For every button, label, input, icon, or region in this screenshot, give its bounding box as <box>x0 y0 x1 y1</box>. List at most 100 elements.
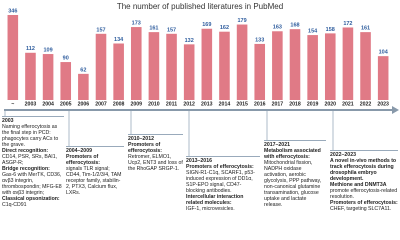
x-tick-label: 2023 <box>377 101 389 107</box>
x-tick-label: 2010 <box>148 101 160 107</box>
value-label: 161 <box>149 26 158 32</box>
bar <box>219 31 230 101</box>
box-heading: 2013–2016 <box>186 158 212 164</box>
x-tick-label: 2017 <box>272 101 284 107</box>
box-heading: 2010–2012 <box>128 136 154 142</box>
bar <box>289 29 301 100</box>
box-text: Naming efferocytosis as the final step i… <box>2 124 59 148</box>
x-tick-label: 2016 <box>254 101 266 107</box>
bar <box>236 24 248 100</box>
value-label: 90 <box>63 56 69 62</box>
bar <box>166 33 177 100</box>
bar <box>377 56 389 100</box>
value-label: 157 <box>167 27 176 33</box>
box-heading: 2003 <box>2 118 14 124</box>
value-label: 112 <box>26 46 35 52</box>
value-label: 104 <box>379 50 389 56</box>
bar <box>130 27 142 100</box>
bar <box>272 31 283 101</box>
bar <box>360 32 371 100</box>
x-tick-label: 2006 <box>78 101 90 107</box>
value-label: 179 <box>237 18 246 24</box>
bar <box>95 33 107 100</box>
bar <box>7 15 19 101</box>
value-label: 163 <box>273 25 282 31</box>
box-heading: 2022–2023 <box>330 152 356 158</box>
box-heading: Methione and DNMT3A <box>330 182 387 188</box>
box-text: CD14, PSR, SRs, BAI1, ASGP-R; <box>2 154 58 166</box>
bar <box>307 35 318 101</box>
chart-title: The number of published literatures in P… <box>117 2 283 11</box>
bar <box>25 52 36 100</box>
value-label: 133 <box>255 37 264 43</box>
box-heading: Promoters of efferocytosis: <box>330 200 398 206</box>
bar <box>342 27 354 101</box>
box-text: CHEF, targeting SLC7A11. <box>330 206 392 212</box>
timeline-box: 2003 Naming efferocytosis as the final st… <box>2 116 64 208</box>
timeline-box: 2013–2016 Promoters of efferocytosis: SIGN… <box>186 156 260 212</box>
bar <box>60 62 72 100</box>
value-label: 346 <box>8 8 17 14</box>
bar <box>78 73 89 100</box>
box-text: C1q-CD91 <box>2 202 27 208</box>
box-heading: 2004–2009 <box>66 148 92 154</box>
bar <box>183 44 195 100</box>
value-label: 172 <box>343 21 352 27</box>
value-label: 173 <box>132 21 141 27</box>
value-label: 109 <box>43 47 52 53</box>
bar <box>201 28 213 101</box>
box-text: SIGN-R1-C1q, SCARF1, p53-induced express… <box>186 170 255 194</box>
x-tick-label: 2015 <box>236 101 248 107</box>
value-label: 134 <box>114 37 124 43</box>
box-text: Gas-6 with MerTK, CD36, αvβ3 integrin, t… <box>2 172 62 196</box>
box-text: promote efferocytosis-related resolution… <box>330 188 398 200</box>
box-heading: Promoters of efferocytosis: <box>186 164 254 170</box>
value-label: 168 <box>290 23 299 29</box>
bar <box>42 54 54 100</box>
x-tick-label: 2018 <box>289 101 301 107</box>
value-label: 169 <box>202 22 211 28</box>
x-tick-label: 2014 <box>219 101 231 107</box>
box-text: Retromer, ELMO1, Ucp2, ENT3 and loss of … <box>128 154 183 172</box>
value-label: 158 <box>326 27 335 33</box>
timeline-box: 2022–2023 A novel in-vivo methods to trac… <box>330 150 398 212</box>
box-text: Mitochondrial fission, NADPH oxidase act… <box>264 160 322 208</box>
box-text: signals TLR signal; CD44, Tim-1/2/3/4, T… <box>66 166 122 196</box>
x-tick-label: 2022 <box>360 101 372 107</box>
value-label: 157 <box>96 27 105 33</box>
timeline-arrow <box>392 106 399 114</box>
box-heading: Metabolism associated with efferocytosis… <box>264 148 321 160</box>
value-label: 161 <box>361 26 370 32</box>
x-tick-label: 2011 <box>166 101 177 107</box>
x-tick-label: 2020 <box>324 101 336 107</box>
box-heading: A novel in-vivo methods to track efferoc… <box>330 158 397 182</box>
x-tick-label: 2007 <box>95 101 107 107</box>
timeline-box: 2004–2009 Promoters of efferocytosis: sign… <box>66 146 124 196</box>
box-heading: Intercellular interaction related molecu… <box>186 194 244 206</box>
x-tick-label: 2021 <box>342 101 354 107</box>
x-tick-label: 2009 <box>130 101 142 107</box>
bar <box>324 33 336 100</box>
x-tick-label: ~ <box>11 101 14 107</box>
value-label: 132 <box>185 38 194 44</box>
box-text: IGF-1, microvesicles. <box>186 206 235 212</box>
box-heading: Promoters of efferocytosis: <box>66 154 101 166</box>
x-tick-label: 2019 <box>307 101 319 107</box>
box-heading: Direct recognition: <box>2 148 49 154</box>
value-label: 154 <box>308 29 318 35</box>
bar <box>113 43 124 100</box>
box-heading: Classical opsonization: <box>2 196 60 202</box>
x-tick-label: 2004 <box>42 101 54 107</box>
x-tick-label: 2012 <box>183 101 195 107</box>
value-label: 162 <box>220 25 229 31</box>
bar <box>148 32 160 100</box>
box-heading: Promoters of efferocytosis: <box>128 142 163 154</box>
x-tick-label: 2005 <box>60 101 72 107</box>
x-tick-label: 2008 <box>113 101 125 107</box>
timeline-box: 2017–2021 Metabolism associated with effe… <box>264 140 326 208</box>
bar <box>254 43 266 100</box>
x-tick-label: 2013 <box>201 101 213 107</box>
x-tick-label: 2003 <box>25 101 37 107</box>
